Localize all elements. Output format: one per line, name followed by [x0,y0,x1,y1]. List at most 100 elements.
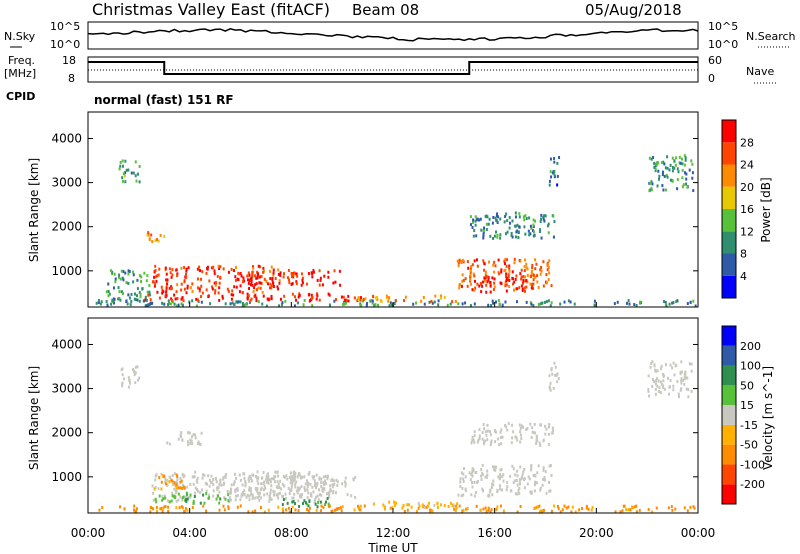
power-cell [474,286,477,290]
power-cell [491,221,494,225]
power-y-label: Slant Range [km] [27,158,41,262]
velocity-cell [499,487,502,491]
velocity-cell [554,373,557,377]
power-cell [547,278,550,282]
velocity-cell [256,479,259,483]
power-cell [163,234,166,238]
power-cell [474,223,477,227]
velocity-cell [196,480,199,484]
power-cell [347,299,350,303]
velocity-cell [535,506,538,510]
velocity-cell [227,505,230,509]
velocity-cell [263,484,266,488]
power-cell [319,276,322,280]
velocity-cell [191,506,194,510]
power-cell [140,275,143,279]
power-cell [248,278,251,282]
power-cell [538,302,541,306]
velocity-cell [149,510,152,514]
velocity-cell [335,491,338,495]
power-cell [238,290,241,294]
power-cell [628,302,631,306]
power-cell [535,262,538,266]
power-cell [364,296,367,300]
power-cell [310,293,313,297]
power-cell [482,232,485,236]
power-cell [151,240,154,244]
velocity-cell [247,510,250,514]
velocity-cell [159,507,162,511]
power-cell [251,283,254,287]
power-cell [150,233,153,237]
velocity-cell [314,481,317,485]
velocity-cell [218,483,221,487]
velocity-cell [273,490,276,494]
velocity-cell [239,498,242,502]
power-cell [121,276,124,280]
power-cell [515,230,518,234]
velocity-cell [661,385,664,389]
velocity-cell [181,483,184,487]
velocity-cell [227,493,230,497]
power-cell [498,302,501,306]
velocity-cell [528,477,531,481]
power-cell [511,270,514,274]
velocity-cell [510,441,513,445]
velocity-cell [255,474,258,478]
power-cell [159,233,162,237]
velocity-cell [308,506,311,510]
power-cell [482,229,485,233]
power-cell [124,171,127,175]
velocity-cell [156,510,159,514]
power-cell [531,283,534,287]
power-cell [344,298,347,302]
velocity-cell [180,431,183,435]
velocity-cell [281,482,284,486]
velocity-cell [507,422,510,426]
velocity-cell [208,478,211,482]
power-cell [473,302,476,306]
power-cell [505,272,508,276]
power-cell [145,304,148,308]
power-cell [529,274,532,278]
power-cell [196,286,199,290]
power-cell [387,299,390,303]
power-cell [138,164,141,168]
velocity-cell [289,471,292,475]
power-cell [295,298,298,302]
velocity-cell [292,500,295,504]
velocity-cell [168,480,171,484]
power-cell [253,286,256,290]
velocity-cell [161,494,164,498]
power-cell [327,275,330,279]
velocity-cell [547,425,550,429]
power-cell [353,296,356,300]
velocity-cell [155,500,158,504]
velocity-cell [277,496,280,500]
power-cell [196,298,199,302]
power-cell [553,169,556,173]
velocity-cell [199,501,202,505]
power-cell [180,288,183,292]
power-cell [473,288,476,292]
power-cell [195,297,198,301]
velocity-cell [548,374,551,378]
velocity-colorbar-swatch [722,424,736,445]
power-cell [323,274,326,278]
power-cell [246,292,249,296]
velocity-cell [158,494,161,498]
velocity-cell [490,441,493,445]
power-cell [489,290,492,294]
velocity-cell [343,480,346,484]
velocity-cell [531,426,534,430]
velocity-cell [132,368,135,372]
power-cell [130,299,133,303]
velocity-colorbar-tick-label: -50 [740,439,758,452]
power-cell [671,169,674,173]
velocity-cell [549,489,552,493]
power-cell [207,295,210,299]
power-cell [514,211,517,215]
velocity-cell [189,441,192,445]
velocity-colorbar-swatch [722,365,736,386]
power-cell [318,298,321,302]
